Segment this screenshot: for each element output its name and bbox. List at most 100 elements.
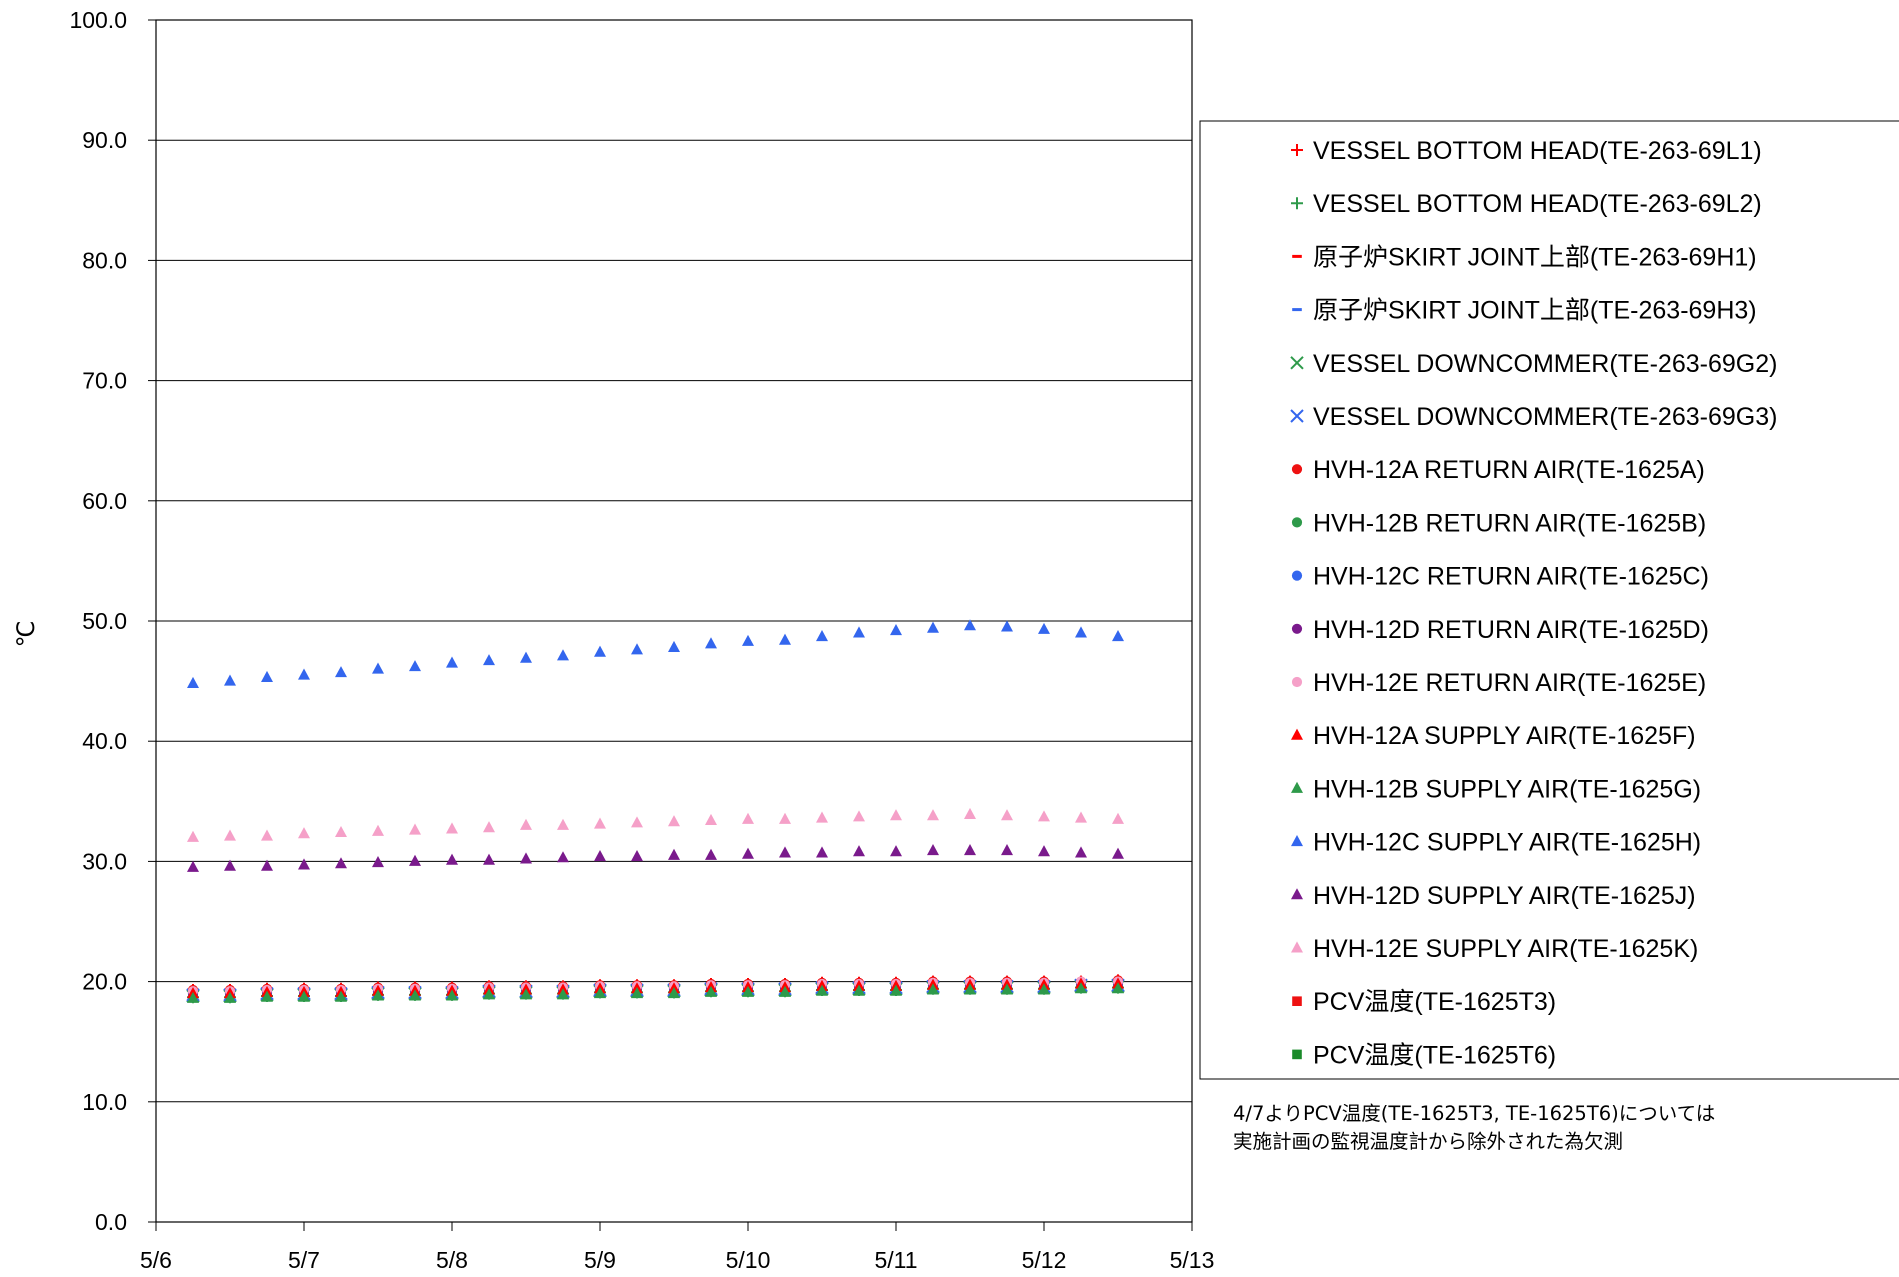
point-s12-25 <box>1112 982 1124 994</box>
point-s12-10 <box>557 988 569 1000</box>
series-14 <box>187 843 1124 872</box>
point-s13-11 <box>594 645 606 657</box>
x-axis-tick-labels: 5/6 5/7 5/8 5/9 5/10 5/11 5/12 5/13 <box>140 1222 1214 1273</box>
point-s12-24 <box>1075 982 1087 994</box>
y-axis-tick-labels: 0.0 10.0 20.0 30.0 40.0 50.0 60.0 70.0 80.0 90.0 1… <box>69 7 156 1235</box>
point-s14-19 <box>890 845 902 857</box>
point-s15-21 <box>964 807 976 820</box>
point-s13-21 <box>964 619 976 631</box>
point-s12-12 <box>631 987 643 999</box>
point-s14-0 <box>187 860 199 872</box>
x-tick-label-3: 5/9 <box>584 1247 616 1273</box>
y-tick-label-1: 10.0 <box>82 1089 127 1115</box>
point-s15-11 <box>594 817 606 829</box>
point-s15-8 <box>483 821 495 833</box>
legend-item-9: HVH-12D RETURN AIR(TE-1625D) <box>1291 616 1709 644</box>
legend-item-12: HVH-12B SUPPLY AIR(TE-1625G) <box>1291 775 1701 803</box>
point-s14-13 <box>668 848 680 860</box>
point-s12-9 <box>520 988 532 1000</box>
point-s15-17 <box>816 811 828 823</box>
y-tick-label-6: 60.0 <box>82 488 127 514</box>
point-s14-20 <box>927 843 939 856</box>
legend-item-14: HVH-12D SUPPLY AIR(TE-1625J) <box>1291 882 1696 910</box>
legend-label-13: HVH-12C SUPPLY AIR(TE-1625H) <box>1313 829 1701 857</box>
point-s12-17 <box>816 984 828 996</box>
legend-item-16: PCV温度(TE-1625T3) <box>1292 988 1556 1016</box>
x-tick-label-0: 5/6 <box>140 1247 172 1273</box>
legend-label-15: HVH-12E SUPPLY AIR(TE-1625K) <box>1313 935 1698 963</box>
series-4 <box>186 979 1125 1003</box>
point-s14-5 <box>372 856 384 868</box>
point-s15-14 <box>705 813 717 826</box>
y-tick-label-4: 40.0 <box>82 728 127 754</box>
point-s12-3 <box>298 990 310 1002</box>
point-s15-19 <box>890 809 902 821</box>
legend-marker-9 <box>1291 623 1303 634</box>
point-s15-13 <box>668 815 680 827</box>
y-tick-label-9: 90.0 <box>82 127 127 153</box>
legend-label-16: PCV温度(TE-1625T3) <box>1313 988 1556 1016</box>
point-s15-9 <box>520 818 532 830</box>
legend-marker-4 <box>1290 356 1304 370</box>
point-s14-9 <box>520 852 532 864</box>
note-line-2: 実施計画の監視温度計から除外された為欠測 <box>1233 1130 1624 1153</box>
legend-marker-0 <box>1291 144 1303 156</box>
point-s15-24 <box>1075 811 1087 823</box>
legend-label-1: VESSEL BOTTOM HEAD(TE-263-69L2) <box>1313 190 1762 218</box>
series-10 <box>187 976 1124 997</box>
point-s13-8 <box>483 654 495 666</box>
point-s15-4 <box>335 825 347 838</box>
series-3 <box>188 983 1123 997</box>
legend-label-0: VESSEL BOTTOM HEAD(TE-263-69L1) <box>1313 137 1762 165</box>
point-s13-18 <box>853 626 865 638</box>
series-9 <box>187 977 1124 998</box>
legend-label-10: HVH-12E RETURN AIR(TE-1625E) <box>1313 669 1706 697</box>
point-s12-16 <box>779 985 791 997</box>
point-s14-25 <box>1112 847 1124 859</box>
x-tick-label-1: 5/7 <box>288 1247 320 1273</box>
point-s12-19 <box>890 984 902 996</box>
point-s15-25 <box>1112 812 1124 824</box>
legend-label-4: VESSEL DOWNCOMMER(TE-263-69G2) <box>1313 350 1777 378</box>
legend-marker-5 <box>1290 409 1304 423</box>
legend-item-10: HVH-12E RETURN AIR(TE-1625E) <box>1291 669 1706 697</box>
point-s14-3 <box>298 858 310 870</box>
point-s15-15 <box>742 812 754 824</box>
point-s15-2 <box>261 829 273 841</box>
missing-data-note: 4/7よりPCV温度(TE-1625T3, TE-1625T6)については 実施… <box>1233 1100 1853 1156</box>
point-s13-1 <box>224 674 236 686</box>
point-s13-25 <box>1112 630 1124 642</box>
legend-marker-6 <box>1291 464 1303 475</box>
point-s12-18 <box>853 984 865 996</box>
point-s12-7 <box>446 989 458 1001</box>
legend: VESSEL BOTTOM HEAD(TE-263-69L1) VESSEL BO… <box>1199 120 1899 1080</box>
legend-marker-14 <box>1291 888 1303 900</box>
gridlines <box>156 19 1192 1223</box>
point-s14-14 <box>705 848 717 860</box>
point-s15-12 <box>631 816 643 828</box>
legend-item-11: HVH-12A SUPPLY AIR(TE-1625F) <box>1291 722 1696 750</box>
legend-item-17: PCV温度(TE-1625T6) <box>1292 1041 1556 1069</box>
point-s12-11 <box>594 987 606 999</box>
y-tick-label-2: 20.0 <box>82 969 127 995</box>
point-s12-4 <box>335 990 347 1002</box>
legend-item-2: 原子炉SKIRT JOINT上部(TE-263-69H1) <box>1292 243 1757 271</box>
legend-marker-10 <box>1291 676 1303 688</box>
point-s14-21 <box>964 843 976 856</box>
legend-label-9: HVH-12D RETURN AIR(TE-1625D) <box>1313 616 1709 644</box>
point-s12-14 <box>705 985 717 997</box>
y-tick-label-5: 50.0 <box>82 608 127 634</box>
point-s13-23 <box>1038 622 1050 634</box>
point-s14-22 <box>1001 843 1013 856</box>
point-s14-7 <box>446 853 458 865</box>
y-tick-label-8: 80.0 <box>82 247 127 273</box>
point-s13-6 <box>409 660 421 672</box>
data-points <box>186 619 1125 1004</box>
point-s15-0 <box>187 830 199 842</box>
legend-label-14: HVH-12D SUPPLY AIR(TE-1625J) <box>1313 882 1696 910</box>
x-tick-label-6: 5/12 <box>1022 1247 1067 1273</box>
point-s13-22 <box>1001 620 1013 632</box>
point-s14-12 <box>631 849 643 862</box>
y-tick-label-10: 100.0 <box>69 7 127 33</box>
